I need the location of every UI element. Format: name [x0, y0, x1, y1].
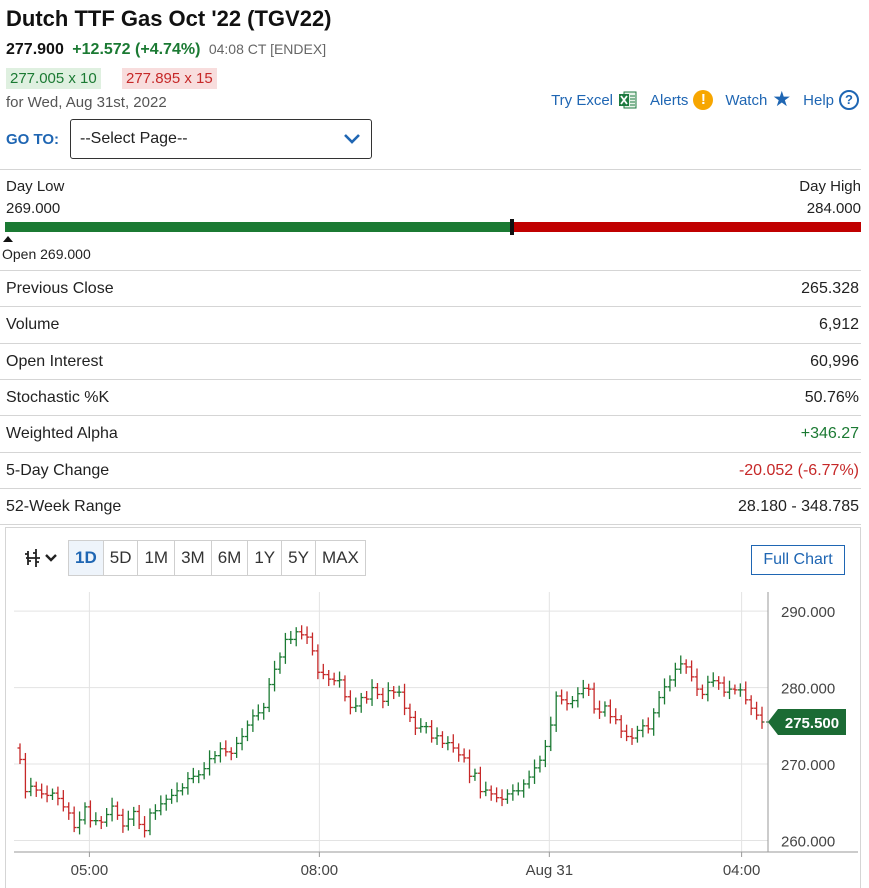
excel-icon	[619, 91, 637, 109]
day-high-value: 284.000	[806, 200, 861, 217]
alerts-link[interactable]: Alerts !	[650, 90, 714, 110]
divider	[0, 169, 861, 170]
stat-row: Previous Close 265.328	[0, 270, 861, 306]
stat-row: Open Interest 60,996	[0, 342, 861, 379]
watch-link[interactable]: Watch ★	[725, 88, 792, 111]
stat-label: 5-Day Change	[6, 461, 110, 479]
stat-row: Weighted Alpha +346.27	[0, 415, 861, 451]
day-low-label: Day Low	[6, 178, 65, 195]
bid-badge: 277.005 x 10	[6, 68, 101, 89]
last-price-label: 275.500	[785, 715, 839, 732]
tab-timeframe-5y[interactable]: 5Y	[282, 541, 316, 575]
x-tick-label: 08:00	[301, 862, 339, 879]
stat-value: 6,912	[818, 316, 859, 334]
quote-time: 04:08 CT [ENDEX]	[208, 41, 327, 57]
stat-value: 265.328	[801, 280, 859, 297]
stat-label: Previous Close	[6, 280, 114, 297]
day-range-bar-low	[5, 222, 512, 232]
page-select[interactable]: --Select Page--	[70, 119, 372, 159]
stat-value: -20.052 (-6.77%)	[738, 461, 859, 479]
stat-value: 28.180 - 348.785	[738, 497, 859, 515]
stat-label: Weighted Alpha	[6, 425, 118, 443]
stat-label: Open Interest	[6, 352, 103, 370]
action-links: Try Excel Alerts ! Watch ★ Help ?	[551, 88, 859, 111]
trade-date: for Wed, Aug 31st, 2022	[6, 94, 167, 111]
day-range-marker	[510, 219, 514, 235]
star-icon: ★	[772, 88, 792, 111]
timeframe-tabs: 1D 5D 1M 3M 6M 1Y 5Y MAX	[68, 540, 366, 576]
y-tick-label: 270.000	[781, 757, 835, 774]
day-range-bar-high	[512, 222, 861, 232]
page-select-value: --Select Page--	[80, 130, 188, 147]
x-tick-label: 05:00	[71, 862, 109, 879]
price-chart[interactable]: 290.000 280.000 270.000 260.000 05:00 08:00 Au…	[0, 590, 869, 888]
stat-label: 52-Week Range	[6, 497, 122, 515]
help-label: Help	[803, 91, 834, 109]
chart-type-icon[interactable]	[22, 545, 62, 571]
chart-panel	[5, 527, 861, 888]
tab-timeframe-1m[interactable]: 1M	[138, 541, 176, 575]
tab-timeframe-1d[interactable]: 1D	[69, 541, 104, 575]
stat-value: 50.76%	[804, 388, 859, 406]
stat-label: Stochastic %K	[6, 388, 110, 406]
stat-value: +346.27	[800, 425, 859, 443]
price-change: +12.572 (+4.74%)	[72, 41, 201, 58]
help-icon: ?	[839, 90, 859, 110]
stat-row: 5-Day Change -20.052 (-6.77%)	[0, 451, 861, 488]
open-label: Open 269.000	[2, 246, 91, 262]
alerts-label: Alerts	[650, 91, 689, 109]
last-price-tag	[768, 709, 846, 735]
page-title: Dutch TTF Gas Oct '22 (TGV22)	[6, 6, 332, 31]
stat-value: 60,996	[810, 352, 859, 370]
chevron-down-icon	[344, 134, 360, 144]
try-excel-label: Try Excel	[551, 91, 614, 109]
try-excel-link[interactable]: Try Excel	[551, 90, 638, 110]
help-link[interactable]: Help ?	[803, 90, 859, 110]
tab-timeframe-3m[interactable]: 3M	[175, 541, 212, 575]
x-tick-label: 04:00	[723, 862, 761, 879]
y-tick-label: 280.000	[781, 681, 835, 698]
stat-row: 52-Week Range 28.180 - 348.785	[0, 487, 861, 524]
y-tick-label: 260.000	[781, 834, 835, 851]
full-chart-button[interactable]: Full Chart	[751, 545, 845, 575]
stat-label: Volume	[6, 316, 60, 334]
divider	[0, 524, 861, 525]
watch-label: Watch	[725, 91, 768, 109]
stat-row: Stochastic %K 50.76%	[0, 378, 861, 415]
goto-label: GO TO:	[6, 131, 60, 148]
tab-timeframe-6m[interactable]: 6M	[212, 541, 249, 575]
quote-line: 277.900 +12.572 (+4.74%) 04:08 CT [ENDEX…	[6, 41, 326, 59]
day-low-value: 269.000	[6, 200, 61, 217]
x-tick-label: Aug 31	[526, 862, 574, 879]
day-high-label: Day High	[799, 178, 861, 195]
last-price: 277.900	[6, 41, 64, 58]
tab-timeframe-1y[interactable]: 1Y	[248, 541, 283, 575]
y-tick-label: 290.000	[781, 604, 835, 621]
ask-badge: 277.895 x 15	[122, 68, 217, 89]
tab-timeframe-5d[interactable]: 5D	[104, 541, 139, 575]
tab-timeframe-max[interactable]: MAX	[321, 548, 359, 567]
open-marker-icon	[3, 236, 13, 242]
alert-icon: !	[693, 90, 714, 110]
stat-row: Volume 6,912	[0, 306, 861, 342]
